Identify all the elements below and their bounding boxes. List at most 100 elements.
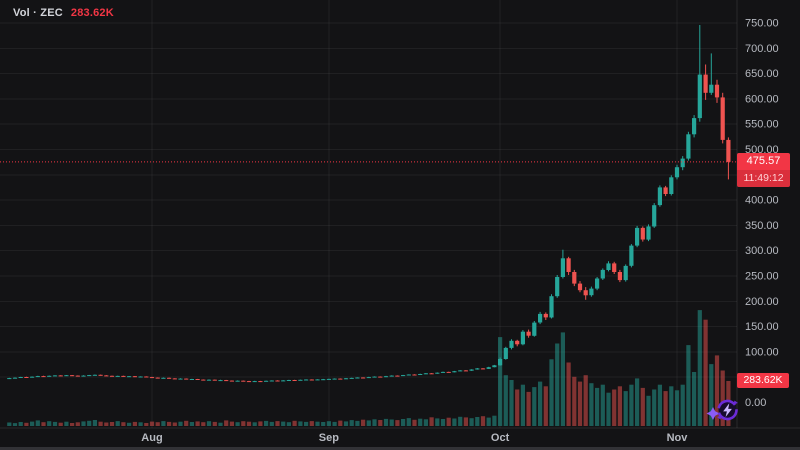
price-tick-label: 600.00 — [745, 93, 779, 105]
volume-bar — [401, 419, 406, 426]
candle-body — [492, 365, 497, 368]
candle-body — [138, 376, 143, 378]
candle-body — [446, 371, 451, 373]
candle-body — [286, 380, 291, 381]
month-label: Oct — [491, 432, 510, 444]
volume-bar — [184, 420, 189, 426]
candle-body — [720, 97, 725, 140]
candle-body — [452, 371, 457, 373]
candle-body — [155, 377, 160, 379]
price-tick-label: 500.00 — [745, 144, 779, 156]
volume-bar — [127, 422, 132, 426]
candle-body — [589, 288, 594, 296]
volume-bar — [309, 421, 314, 426]
volume-bar — [155, 422, 160, 426]
volume-bar — [30, 421, 35, 426]
candle-body — [509, 340, 514, 348]
candle-body — [566, 258, 571, 272]
candle-body — [212, 379, 217, 381]
candle-body — [595, 278, 600, 289]
volume-bar — [87, 420, 92, 426]
candle-body — [686, 134, 691, 159]
candle-body — [703, 74, 708, 93]
price-tick-label: 150.00 — [745, 321, 779, 333]
volume-bar — [617, 386, 622, 426]
candle-body — [361, 377, 366, 379]
volume-bar — [58, 422, 63, 426]
candle-body — [680, 158, 685, 168]
lightning-bolt-icon — [723, 403, 732, 417]
volume-bar — [657, 384, 662, 426]
candle-body — [652, 205, 657, 227]
candle-body — [623, 265, 628, 281]
candle-body — [486, 367, 491, 369]
volume-bar — [315, 421, 320, 426]
candle-body — [70, 375, 75, 377]
candle-body — [246, 381, 252, 383]
candle-body — [75, 375, 80, 377]
candle-body — [629, 245, 634, 266]
candle-body — [332, 378, 337, 380]
volume-bar — [480, 416, 486, 426]
volume-bar — [361, 419, 366, 426]
volume-bar — [486, 417, 491, 426]
candle-body — [577, 283, 583, 291]
volume-bar — [12, 423, 18, 426]
volume-bar — [269, 421, 274, 426]
volume-bar — [47, 421, 52, 426]
volume-bar — [640, 387, 645, 426]
candle-body — [81, 375, 86, 377]
candle-body — [349, 377, 354, 379]
candle-body — [121, 375, 126, 377]
candle-body — [224, 380, 229, 382]
volume-bar — [281, 421, 286, 426]
volume-bar — [498, 337, 503, 426]
candle-body — [406, 374, 411, 376]
candle-body — [58, 375, 63, 377]
candle-body — [252, 381, 257, 383]
volume-bar — [121, 422, 126, 426]
candle-body — [309, 379, 314, 381]
volume-bar — [423, 419, 428, 426]
candle-body — [469, 369, 474, 371]
volume-bar — [201, 422, 206, 426]
volume-bar — [509, 380, 514, 426]
volume-bar — [366, 420, 371, 426]
volume-bar — [161, 421, 166, 426]
legend-symbol-label: Vol · ZEC — [13, 7, 63, 19]
candle-body — [195, 379, 200, 380]
volume-bar — [492, 415, 497, 426]
price-axis[interactable]: 750.00 700.00 650.00 600.00 550.00 500.00 400.… — [745, 18, 779, 410]
price-tick-label: 400.00 — [745, 195, 779, 207]
month-label: Sep — [319, 432, 339, 444]
candle-body — [646, 226, 651, 240]
candle-body — [132, 376, 137, 378]
volume-bar — [572, 376, 577, 426]
price-tick-label: 650.00 — [745, 68, 779, 80]
volume-bar — [349, 420, 354, 426]
volume-bar — [686, 345, 691, 426]
volume-bar — [252, 422, 257, 426]
candle-body — [389, 375, 394, 377]
time-axis[interactable]: Aug Sep Oct Nov — [141, 432, 688, 444]
volume-bar — [264, 420, 269, 426]
candle-body — [167, 377, 172, 379]
chart-legend[interactable]: Vol · ZEC 283.62K — [13, 7, 114, 19]
candle-body — [429, 373, 434, 375]
volume-bar — [709, 364, 714, 426]
candle-body — [498, 359, 503, 366]
candle-body — [304, 379, 309, 381]
volume-bar — [189, 422, 194, 426]
volume-bar — [463, 417, 468, 426]
candle-body — [669, 177, 674, 194]
volume-bar — [692, 372, 697, 426]
volume-bar — [343, 421, 349, 426]
volume-bar — [635, 378, 640, 426]
candle-body — [538, 313, 543, 323]
volume-bar — [595, 387, 600, 426]
price-tick-label: 300.00 — [745, 245, 779, 257]
quick-trade-lightning-icon[interactable] — [704, 394, 742, 426]
volume-bar — [440, 419, 446, 426]
volume-bar — [577, 381, 583, 426]
